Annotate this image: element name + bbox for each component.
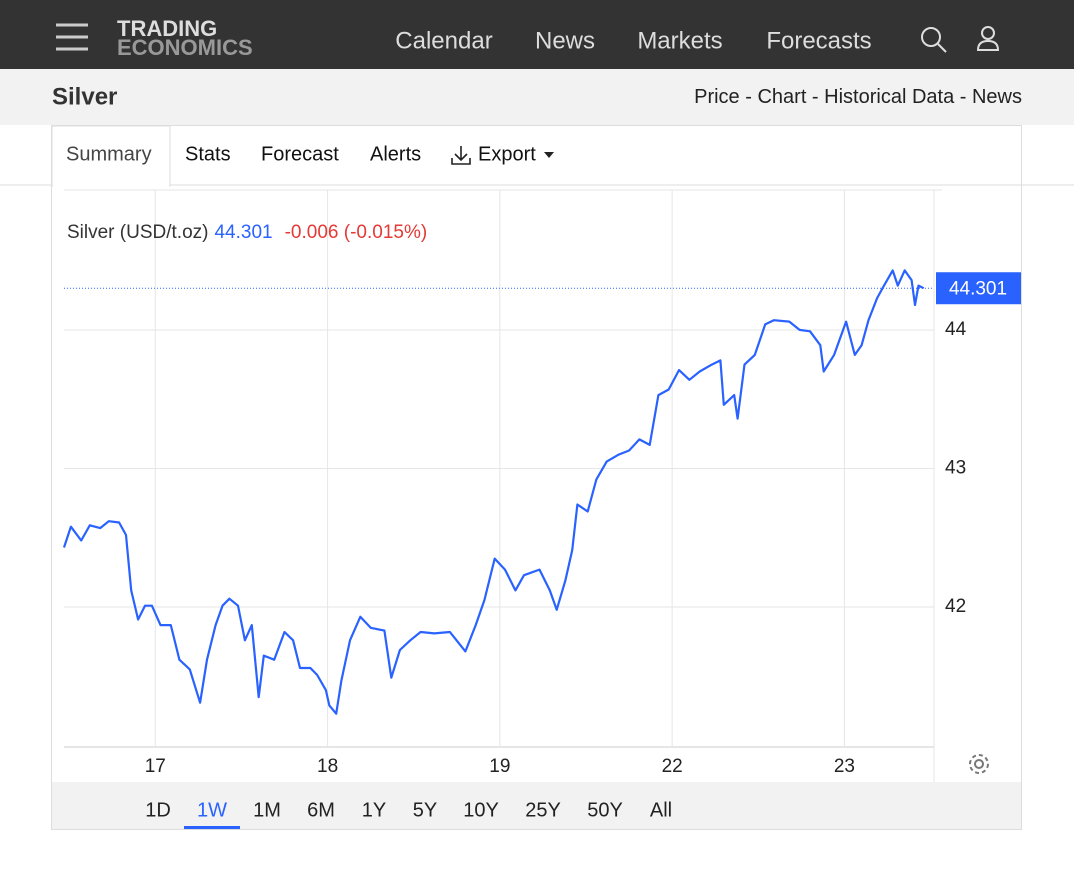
range-button[interactable]: 5Y [413,799,437,821]
range-button[interactable]: 1D [145,799,171,821]
active-tab-gap [53,180,169,188]
price-line [62,269,925,715]
chart-box [51,125,1022,830]
legend-name: Silver (USD/t.oz) [67,222,208,243]
y-tick-label: 43 [945,458,966,479]
page-title: Silver [52,83,117,110]
range-button[interactable]: 10Y [463,799,499,821]
range-button[interactable]: All [650,799,672,821]
range-button[interactable]: 1Y [362,799,386,821]
separator: - [740,86,758,108]
range-button[interactable]: 50Y [587,799,623,821]
tab[interactable]: Forecast [261,143,339,165]
export-caret [544,152,554,158]
menu-icon[interactable] [56,23,88,51]
tab[interactable]: Stats [185,143,231,165]
settings-icon[interactable] [969,754,989,774]
tab[interactable]: Summary [66,143,152,165]
y-tick-label: 44 [945,319,967,340]
x-tick-label: 17 [145,756,166,777]
page-link[interactable]: Historical Data [824,86,955,108]
range-button[interactable]: 6M [307,799,335,821]
top-bar [0,0,1074,69]
x-tick-label: 22 [662,756,683,777]
page-links: Price - Chart - Historical Data - News [694,86,1022,108]
range-underline [184,826,240,829]
range-button[interactable]: 1W [197,799,227,821]
user-icon[interactable] [976,26,1000,51]
logo-line[interactable]: ECONOMICS [117,35,253,60]
page-link[interactable]: Price [694,86,740,108]
active-tab [51,125,171,187]
sub-bar [0,69,1074,125]
last-price-label: 44.301 [949,278,1007,299]
logo-line[interactable]: TRADING [117,16,217,41]
legend: Silver (USD/t.oz) 44.301 -0.006 (-0.015%) [67,222,427,243]
tab[interactable]: Export [478,143,536,165]
nav-link[interactable]: News [535,27,595,54]
separator: - [954,86,972,108]
page-link[interactable]: Chart [757,86,806,108]
legend-change: -0.006 (-0.015%) [285,222,428,243]
x-tick-label: 23 [834,756,855,777]
y-tick-label: 42 [945,596,966,617]
search-icon[interactable] [921,27,947,53]
tab[interactable]: Alerts [370,143,421,165]
range-button[interactable]: 25Y [525,799,561,821]
range-button[interactable]: 1M [253,799,281,821]
nav-link[interactable]: Calendar [395,27,492,54]
last-price-tag [936,272,1021,305]
nav-link[interactable]: Forecasts [766,27,871,54]
nav-link[interactable]: Markets [637,27,722,54]
separator: - [806,86,824,108]
x-tick-label: 19 [489,756,510,777]
legend-price: 44.301 [214,222,272,243]
page-link[interactable]: News [972,86,1022,108]
export-icon [451,146,471,165]
range-bar [52,782,1021,829]
x-tick-label: 18 [317,756,338,777]
